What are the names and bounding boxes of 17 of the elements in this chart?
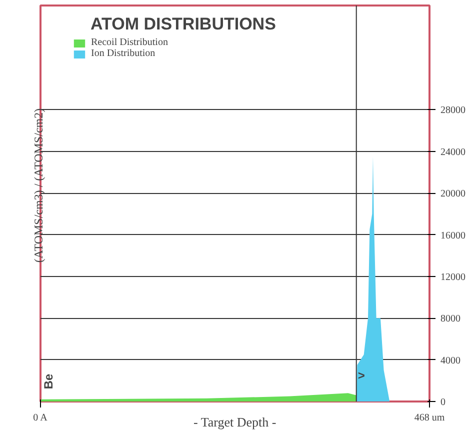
legend-label: Ion Distribution xyxy=(91,48,156,59)
y-tick-label: 4000 xyxy=(440,355,460,366)
y-tick-label: 16000 xyxy=(440,230,466,242)
annotation: Be xyxy=(42,374,56,390)
text: ATOM DISTRIBUTIONS xyxy=(90,14,276,34)
x-axis-title: - Target Depth - xyxy=(194,414,276,430)
annotation: > xyxy=(358,368,365,382)
legend-label: Recoil Distribution xyxy=(91,37,168,48)
y-tick-label: 0 xyxy=(440,397,446,408)
y-tick-label: 12000 xyxy=(440,272,466,283)
y-tick-label: 24000 xyxy=(440,146,466,158)
y-axis-title: (ATOMS/cm3) / (ATOMS/cm2) xyxy=(32,108,46,263)
y-tick-label: 28000 xyxy=(440,105,466,116)
y-tick-label: 20000 xyxy=(440,188,466,200)
x-tick-label: 468 um xyxy=(414,412,445,424)
y-tick-label: 8000 xyxy=(440,314,460,325)
x-tick-label: 0 A xyxy=(33,412,48,424)
